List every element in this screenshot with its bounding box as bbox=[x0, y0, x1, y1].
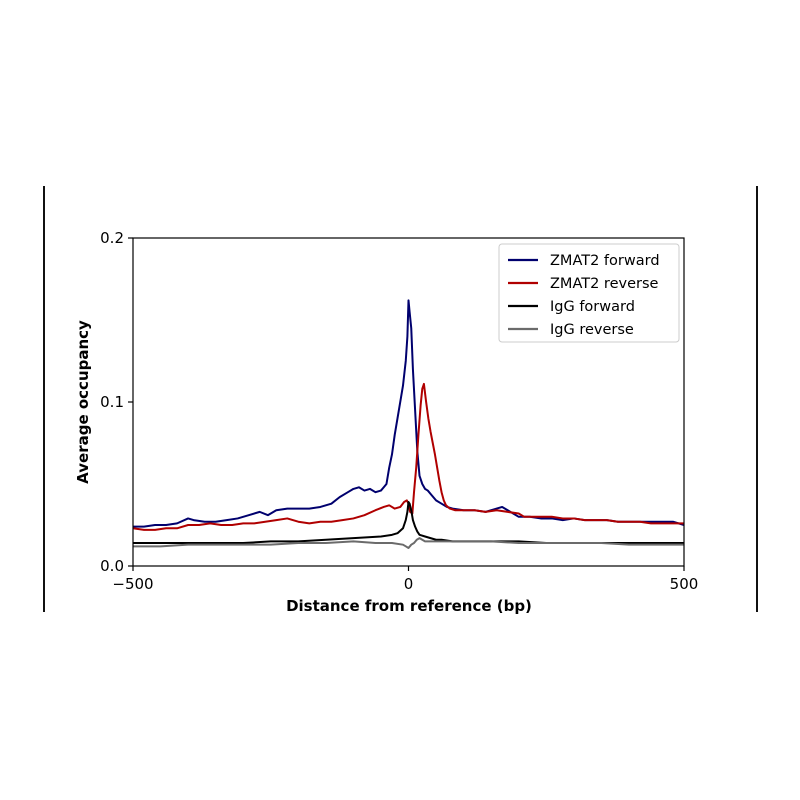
x-tick-label: −500 bbox=[112, 575, 153, 593]
x-axis-label: Distance from reference (bp) bbox=[286, 597, 532, 615]
y-axis-label: Average occupancy bbox=[74, 320, 92, 484]
series-layer bbox=[132, 299, 685, 549]
x-tick-label: 500 bbox=[670, 575, 699, 593]
series-line-1 bbox=[133, 299, 685, 528]
series-line-2 bbox=[132, 382, 684, 531]
legend-label-3: IgG forward bbox=[550, 299, 635, 315]
legend-label-2: ZMAT2 reverse bbox=[550, 276, 659, 292]
left-frame-border bbox=[43, 186, 45, 612]
series-line-4 bbox=[133, 537, 684, 549]
x-tick-label: 0 bbox=[404, 575, 414, 593]
y-tick-label: 0.1 bbox=[100, 393, 124, 411]
right-frame-border bbox=[756, 186, 758, 612]
series-line-3 bbox=[133, 501, 684, 545]
legend-box bbox=[498, 243, 680, 343]
y-tick-label: 0.0 bbox=[100, 557, 124, 575]
y-tick-label: 0.2 bbox=[100, 229, 124, 247]
legend-label-1: ZMAT2 forward bbox=[550, 253, 660, 269]
legend: ZMAT2 forward ZMAT2 reverse IgG forward IgG… bbox=[498, 243, 680, 343]
legend-label-4: IgG reverse bbox=[550, 322, 634, 338]
axes-layer: −500 0 500 0.0 0.1 0.2 bbox=[100, 229, 698, 593]
